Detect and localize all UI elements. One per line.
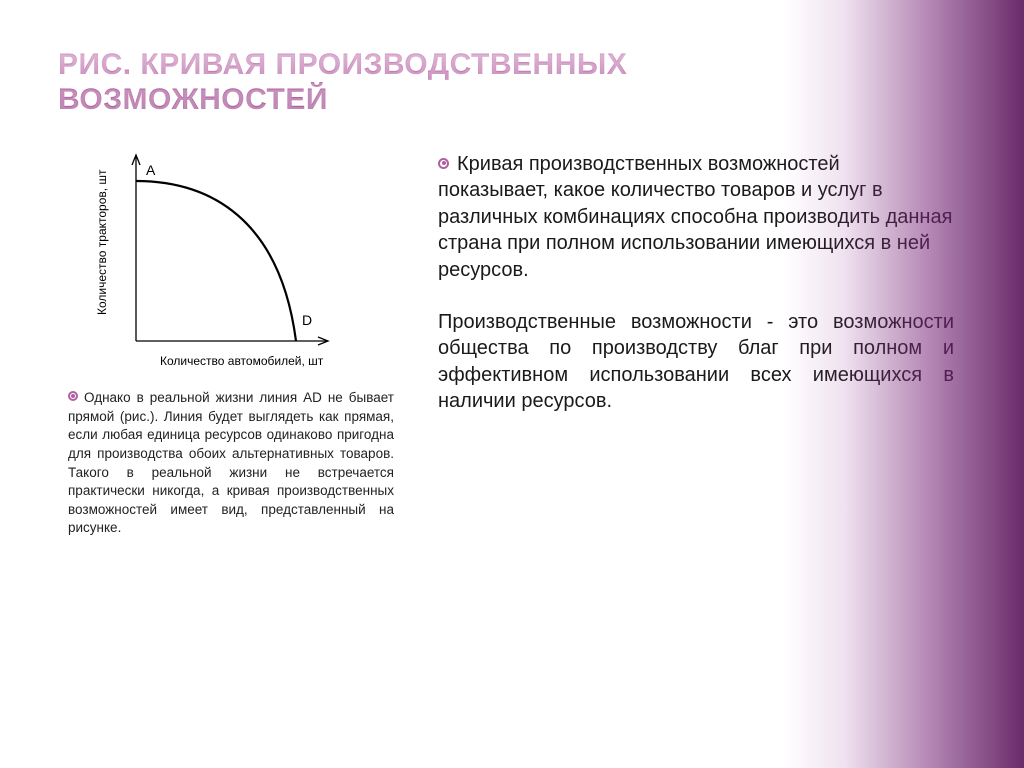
ppf-curve xyxy=(136,181,296,341)
title-line-1: РИС. КРИВАЯ ПРОИЗВОДСТВЕННЫХ xyxy=(58,48,627,81)
slide-title: РИС. КРИВАЯ ПРОИЗВОДСТВЕННЫХ ВОЗМОЖНОСТЕ… xyxy=(58,48,954,117)
right-paragraph-1-text: Кривая производственных возможностей пок… xyxy=(438,153,952,281)
ppf-chart: Количество тракторов, шт Количество авто… xyxy=(90,145,350,375)
point-a-label: A xyxy=(146,162,156,178)
bullet-icon xyxy=(68,391,78,401)
left-paragraph: Однако в реальной жизни линия AD не быва… xyxy=(58,389,398,538)
right-paragraph-2: Производственные возможности - это возмо… xyxy=(438,309,954,415)
chart-svg: Количество тракторов, шт Количество авто… xyxy=(90,145,350,375)
right-column: Кривая производственных возможностей пок… xyxy=(438,145,954,538)
left-column: Количество тракторов, шт Количество авто… xyxy=(58,145,398,538)
right-paragraph-2-text: Производственные возможности - это возмо… xyxy=(438,311,954,412)
bullet-icon xyxy=(438,158,449,169)
title-line-2: ВОЗМОЖНОСТЕЙ xyxy=(58,83,328,116)
slide-content: РИС. КРИВАЯ ПРОИЗВОДСТВЕННЫХ ВОЗМОЖНОСТЕ… xyxy=(0,0,1024,768)
point-d-label: D xyxy=(302,312,312,328)
columns: Количество тракторов, шт Количество авто… xyxy=(58,145,954,538)
y-axis-label: Количество тракторов, шт xyxy=(95,169,109,315)
right-paragraph-1: Кривая производственных возможностей пок… xyxy=(438,151,954,283)
left-paragraph-text: Однако в реальной жизни линия AD не быва… xyxy=(68,390,394,535)
x-axis-label: Количество автомобилей, шт xyxy=(160,354,324,368)
